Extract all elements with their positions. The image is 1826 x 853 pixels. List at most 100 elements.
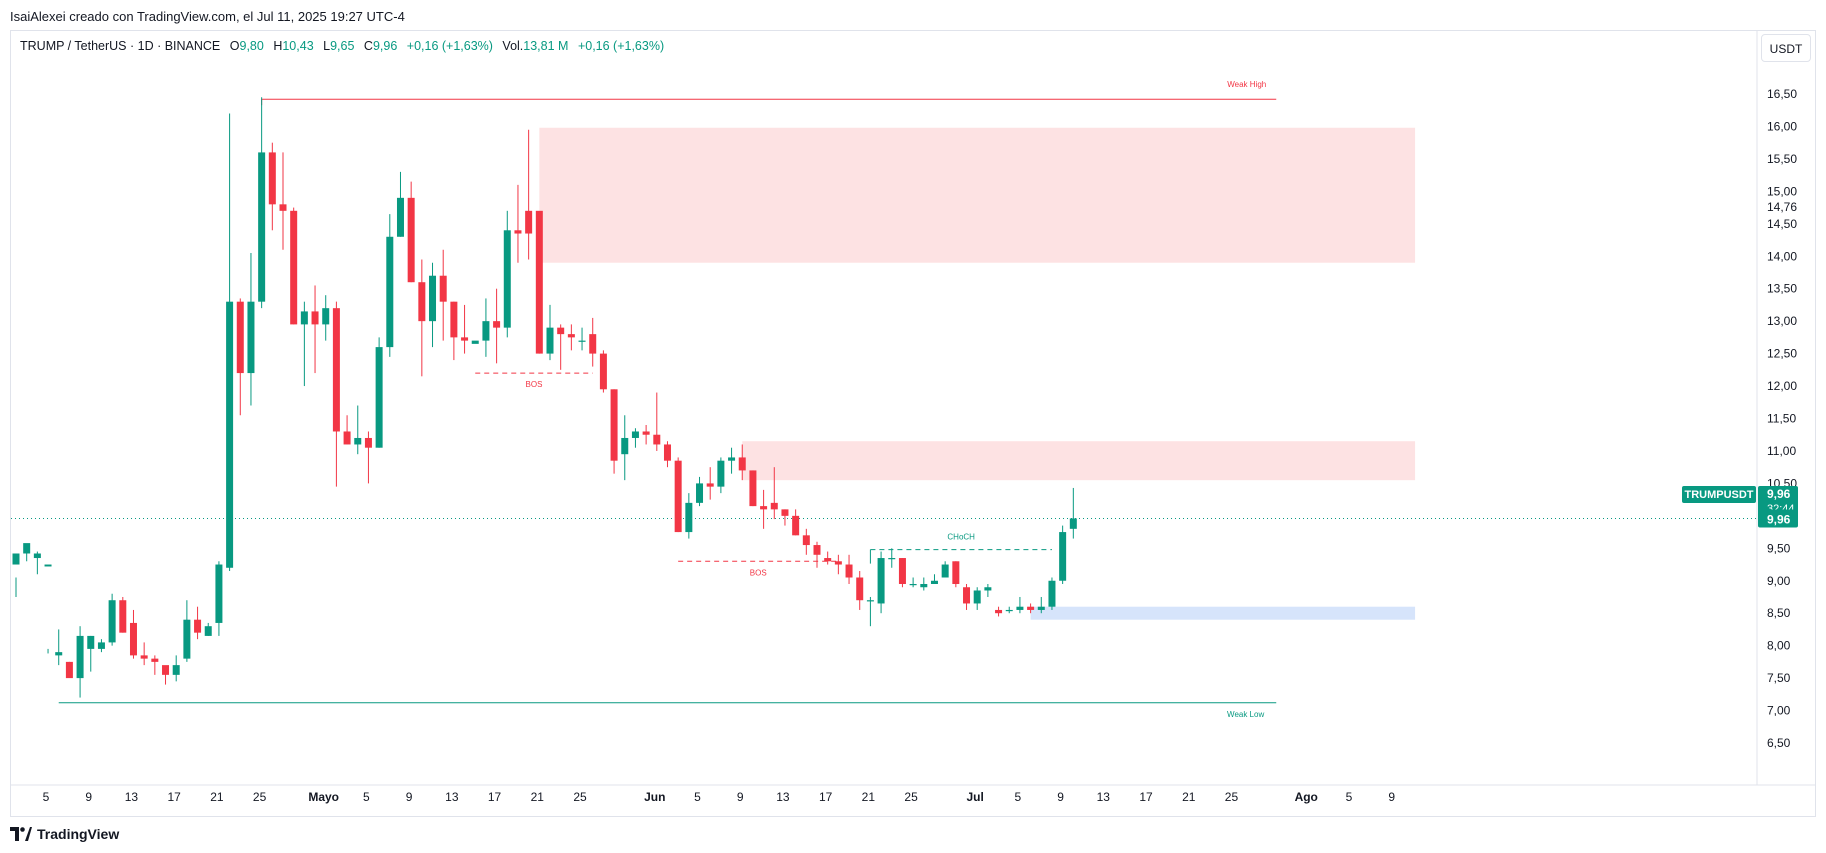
candle-body <box>717 460 725 487</box>
price-tick-label: 12,00 <box>1767 379 1797 393</box>
time-tick-label: 21 <box>1182 790 1196 804</box>
legend-change: +0,16 (+1,63%) <box>406 39 493 53</box>
candle <box>300 301 308 387</box>
candle-body <box>482 321 490 341</box>
candle-body <box>856 577 864 601</box>
legend-vol: 13,81 M <box>523 39 569 53</box>
tradingview-brand-text: TradingView <box>37 826 120 842</box>
time-tick-label: 13 <box>776 790 790 804</box>
currency-selector-button[interactable]: USDT <box>1761 34 1811 62</box>
candle <box>332 301 340 487</box>
structure-break-label-2: BOS <box>750 568 767 577</box>
legend-high: 10,43 <box>282 39 314 53</box>
candle-body <box>226 301 234 568</box>
price-tick-label: 16,50 <box>1767 87 1797 101</box>
candle-body <box>215 564 223 623</box>
price-tick-label: 16,00 <box>1767 119 1797 133</box>
legend-high-label: H <box>273 39 283 53</box>
candle <box>364 431 372 484</box>
candle-body <box>834 561 842 565</box>
candle <box>450 301 458 361</box>
candle <box>717 457 725 494</box>
price-tick-label: 11,50 <box>1767 412 1796 426</box>
candle-body <box>258 152 266 302</box>
candle <box>375 337 383 448</box>
candle-body <box>952 561 960 584</box>
candle-body <box>514 230 522 234</box>
candle <box>813 541 821 568</box>
candle <box>65 661 73 679</box>
legend-open: 9,80 <box>239 39 264 53</box>
legend-low: 9,65 <box>330 39 355 53</box>
time-tick-label: Jul <box>966 790 983 804</box>
close-price-tag-bg <box>1758 509 1798 528</box>
candle-body <box>450 301 458 338</box>
candle-body <box>493 321 501 328</box>
price-tick-label: 13,50 <box>1767 282 1797 296</box>
candle <box>706 467 714 500</box>
weak-low-label: Weak Low <box>1227 710 1264 719</box>
time-tick-label: 21 <box>531 790 545 804</box>
candle <box>140 642 148 666</box>
candle-body <box>55 652 63 656</box>
candle-body <box>129 622 137 656</box>
symbol-legend: TRUMP / TetherUS · 1D · BINANCE O9,80 H1… <box>20 39 664 53</box>
candle-body <box>396 197 404 237</box>
candle <box>12 553 20 597</box>
candle-body <box>1048 580 1056 607</box>
candle-body <box>183 619 191 659</box>
candle <box>663 441 671 468</box>
time-tick-label: 9 <box>406 790 413 804</box>
candle <box>963 583 971 610</box>
candle <box>322 295 330 341</box>
candle <box>172 655 180 682</box>
candle-body <box>963 587 971 604</box>
candle-body <box>322 308 330 325</box>
candle-body <box>802 535 810 546</box>
candle-body <box>653 434 661 445</box>
candle-body <box>332 308 340 432</box>
candle <box>674 457 682 533</box>
candle-body <box>973 590 981 604</box>
price-tick-label: 8,50 <box>1767 606 1791 620</box>
candle-body <box>941 564 949 578</box>
candle-body <box>471 340 479 344</box>
chart-credit: IsaiAlexei creado con TradingView.com, e… <box>10 9 405 24</box>
candle <box>802 528 810 555</box>
candle-body <box>728 457 736 461</box>
candle <box>920 577 928 591</box>
candle <box>642 424 650 445</box>
candle <box>236 298 244 416</box>
candle <box>471 340 479 344</box>
price-tick-label: 12,50 <box>1767 347 1797 361</box>
price-tick-label: 14,76 <box>1767 200 1797 214</box>
candle <box>738 444 746 481</box>
candle-body <box>567 334 575 338</box>
candle-body <box>236 301 244 374</box>
price-tick-label: 7,00 <box>1767 704 1791 718</box>
time-tick-label: 5 <box>1015 790 1022 804</box>
legend-symbol[interactable]: TRUMP / TetherUS · 1D · BINANCE <box>20 39 221 53</box>
legend-low-label: L <box>323 39 331 53</box>
time-tick-label: 25 <box>1225 790 1239 804</box>
candle <box>162 665 170 685</box>
candle <box>429 262 437 348</box>
candle <box>578 327 586 351</box>
candle <box>888 548 896 568</box>
candle <box>770 467 778 520</box>
candle <box>589 317 597 367</box>
candle <box>792 509 800 536</box>
candle <box>856 571 864 610</box>
candle-body <box>525 210 533 234</box>
candle <box>535 210 543 354</box>
candle <box>781 509 789 526</box>
candle-body <box>866 600 874 602</box>
legend-open-label: O <box>229 39 240 53</box>
candle <box>33 551 41 575</box>
price-tick-label: 14,50 <box>1767 217 1797 231</box>
tradingview-logo[interactable]: TradingView <box>10 826 119 842</box>
candle <box>407 181 415 283</box>
time-tick-label: 17 <box>167 790 181 804</box>
candle <box>151 655 159 675</box>
